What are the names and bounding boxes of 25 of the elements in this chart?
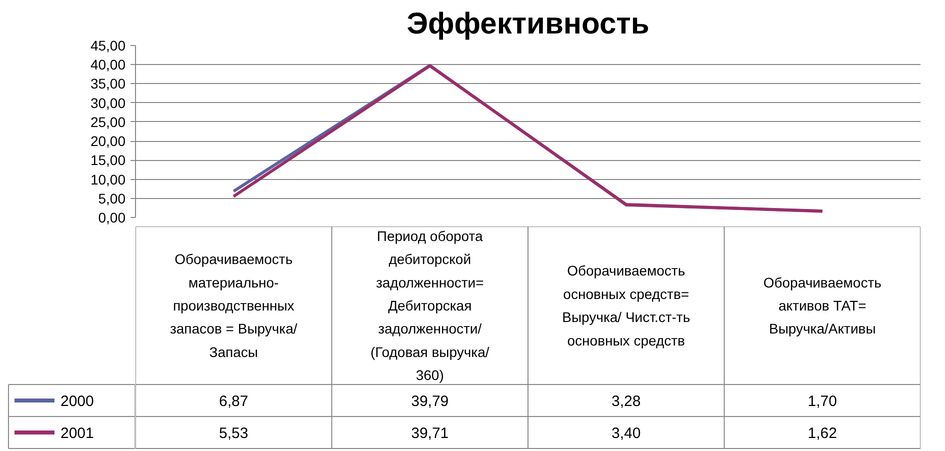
data-label: 3,40 (612, 425, 641, 442)
x-tick-label: Оборачиваемость материально-производственных запасов = Выручка/Запасы (170, 251, 298, 360)
data-label: 1,62 (808, 425, 837, 442)
data-label: 1,70 (808, 393, 837, 410)
legend-label: 2000 (60, 393, 94, 410)
data-label: 39,79 (411, 393, 449, 410)
y-tick-label: 20,00 (90, 133, 126, 150)
x-tick-label: Период оборота дебиторской задолженности= Дебиторская задолженности/(Годовая выручка/360) (370, 228, 490, 384)
legend-label: 2001 (60, 425, 94, 442)
data-label: 5,53 (219, 425, 248, 442)
chart-title: Эффективность (406, 8, 650, 40)
y-tick-label: 0,00 (98, 210, 126, 226)
y-tick-label: 40,00 (90, 56, 126, 73)
y-tick-label: 5,00 (98, 190, 126, 206)
y-tick-label: 45,00 (90, 38, 126, 54)
data-label: 39,71 (411, 425, 449, 442)
x-tick-label: Оборачиваемость основных средств=Выручка/ Чист.ст-ть основных средств (562, 262, 690, 348)
y-tick-label: 30,00 (90, 94, 126, 111)
y-tick-label: 35,00 (90, 76, 126, 92)
y-tick-label: 25,00 (90, 114, 126, 130)
data-label: 6,87 (219, 393, 248, 410)
y-tick-label: 15,00 (90, 152, 126, 168)
data-label: 3,28 (612, 393, 641, 410)
x-tick-label: Оборачиваемость активов ТАТ=Выручка/Активы (763, 274, 882, 337)
y-tick-label: 10,00 (90, 171, 126, 188)
